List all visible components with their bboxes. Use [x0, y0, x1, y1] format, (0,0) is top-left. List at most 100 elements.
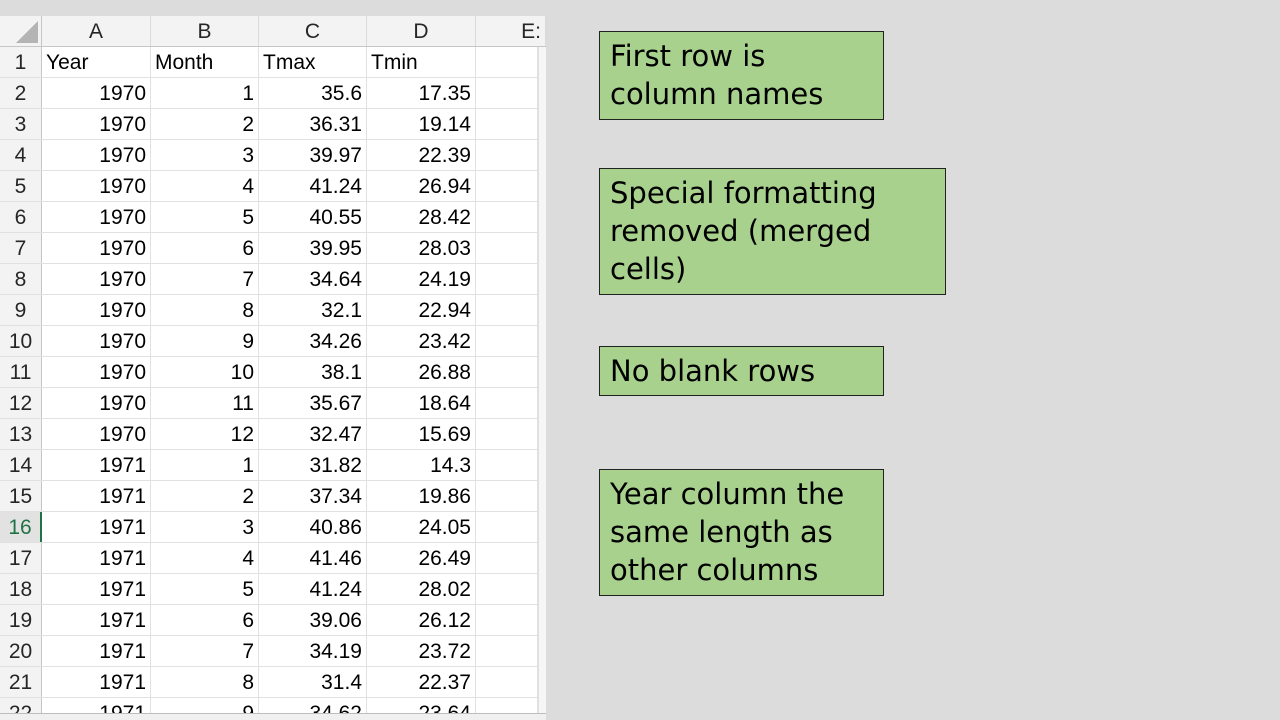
cell-tmin-header[interactable]: Tmin	[367, 47, 476, 77]
row-header[interactable]: 6	[0, 202, 42, 232]
cell-empty[interactable]	[476, 512, 538, 542]
cell-tmax[interactable]: 41.24	[259, 171, 367, 201]
cell-tmin[interactable]: 18.64	[367, 388, 476, 418]
cell-tmax[interactable]: 39.06	[259, 605, 367, 635]
cell-month[interactable]: 8	[151, 295, 259, 325]
row-header[interactable]: 18	[0, 574, 42, 604]
cell-year[interactable]: 1971	[42, 574, 151, 604]
cell-tmax[interactable]: 34.26	[259, 326, 367, 356]
cell-empty[interactable]	[476, 698, 538, 720]
cell-tmin[interactable]: 19.14	[367, 109, 476, 139]
cell-tmin[interactable]: 23.42	[367, 326, 476, 356]
cell-empty[interactable]	[476, 202, 538, 232]
cell-tmax[interactable]: 38.1	[259, 357, 367, 387]
column-header-c[interactable]: C	[259, 16, 367, 46]
column-header-e[interactable]: E:	[476, 16, 546, 46]
row-header[interactable]: 9	[0, 295, 42, 325]
cell-tmin[interactable]: 19.86	[367, 481, 476, 511]
cell-tmin[interactable]: 24.19	[367, 264, 476, 294]
cell-tmin[interactable]: 22.94	[367, 295, 476, 325]
cell-month[interactable]: 2	[151, 481, 259, 511]
cell-year[interactable]: 1970	[42, 202, 151, 232]
cell-month[interactable]: 12	[151, 419, 259, 449]
cell-year[interactable]: 1970	[42, 233, 151, 263]
row-header[interactable]: 15	[0, 481, 42, 511]
row-header[interactable]: 11	[0, 357, 42, 387]
cell-month[interactable]: 8	[151, 667, 259, 697]
row-header[interactable]: 17	[0, 543, 42, 573]
cell-month[interactable]: 6	[151, 605, 259, 635]
column-header-b[interactable]: B	[151, 16, 259, 46]
cell-empty[interactable]	[476, 667, 538, 697]
cell-empty[interactable]	[476, 47, 538, 77]
cell-tmax-header[interactable]: Tmax	[259, 47, 367, 77]
cell-tmax[interactable]: 34.64	[259, 264, 367, 294]
cell-month[interactable]: 10	[151, 357, 259, 387]
cell-empty[interactable]	[476, 574, 538, 604]
cell-month[interactable]: 7	[151, 636, 259, 666]
cell-tmax[interactable]: 31.4	[259, 667, 367, 697]
cell-empty[interactable]	[476, 357, 538, 387]
cell-year[interactable]: 1971	[42, 450, 151, 480]
cell-empty[interactable]	[476, 109, 538, 139]
cell-tmin[interactable]: 23.72	[367, 636, 476, 666]
cell-month[interactable]: 3	[151, 140, 259, 170]
cell-year[interactable]: 1971	[42, 605, 151, 635]
cell-tmax[interactable]: 31.82	[259, 450, 367, 480]
cell-year[interactable]: 1971	[42, 667, 151, 697]
cell-tmax[interactable]: 36.31	[259, 109, 367, 139]
cell-year[interactable]: 1971	[42, 636, 151, 666]
row-header[interactable]: 4	[0, 140, 42, 170]
cell-month[interactable]: 6	[151, 233, 259, 263]
row-header[interactable]: 7	[0, 233, 42, 263]
cell-month[interactable]: 5	[151, 202, 259, 232]
row-header[interactable]: 10	[0, 326, 42, 356]
cell-tmin[interactable]: 24.05	[367, 512, 476, 542]
cell-year[interactable]: 1970	[42, 140, 151, 170]
cell-tmin[interactable]: 28.03	[367, 233, 476, 263]
cell-tmax[interactable]: 34.19	[259, 636, 367, 666]
cell-tmin[interactable]: 17.35	[367, 78, 476, 108]
cell-empty[interactable]	[476, 295, 538, 325]
cell-tmax[interactable]: 32.1	[259, 295, 367, 325]
cell-tmax[interactable]: 32.47	[259, 419, 367, 449]
cell-month[interactable]: 11	[151, 388, 259, 418]
cell-tmin[interactable]: 22.37	[367, 667, 476, 697]
cell-year[interactable]: 1971	[42, 481, 151, 511]
cell-empty[interactable]	[476, 78, 538, 108]
row-header[interactable]: 16	[0, 512, 42, 542]
cell-empty[interactable]	[476, 450, 538, 480]
cell-tmin[interactable]: 26.12	[367, 605, 476, 635]
row-header[interactable]: 20	[0, 636, 42, 666]
cell-year[interactable]: 1970	[42, 357, 151, 387]
cell-year[interactable]: 1971	[42, 512, 151, 542]
sheet-tabs-strip[interactable]	[0, 713, 546, 720]
cell-empty[interactable]	[476, 481, 538, 511]
cell-month[interactable]: 9	[151, 698, 259, 720]
row-header[interactable]: 12	[0, 388, 42, 418]
row-header[interactable]: 19	[0, 605, 42, 635]
column-header-a[interactable]: A	[42, 16, 151, 46]
row-header[interactable]: 3	[0, 109, 42, 139]
cell-tmin[interactable]: 26.88	[367, 357, 476, 387]
cell-tmax[interactable]: 39.97	[259, 140, 367, 170]
cell-year[interactable]: 1970	[42, 109, 151, 139]
column-header-d[interactable]: D	[367, 16, 476, 46]
select-all-corner[interactable]	[0, 16, 42, 46]
cell-empty[interactable]	[476, 605, 538, 635]
cell-month[interactable]: 2	[151, 109, 259, 139]
cell-tmax[interactable]: 41.24	[259, 574, 367, 604]
cell-month[interactable]: 3	[151, 512, 259, 542]
row-header[interactable]: 21	[0, 667, 42, 697]
cell-year[interactable]: 1970	[42, 419, 151, 449]
cell-tmin[interactable]: 26.49	[367, 543, 476, 573]
cell-tmax[interactable]: 41.46	[259, 543, 367, 573]
cell-empty[interactable]	[476, 636, 538, 666]
cell-year[interactable]: 1970	[42, 326, 151, 356]
cell-empty[interactable]	[476, 140, 538, 170]
cell-empty[interactable]	[476, 264, 538, 294]
cell-month[interactable]: 1	[151, 78, 259, 108]
cell-year[interactable]: 1970	[42, 295, 151, 325]
vertical-scrollbar[interactable]	[538, 47, 546, 713]
cell-year[interactable]: 1970	[42, 78, 151, 108]
